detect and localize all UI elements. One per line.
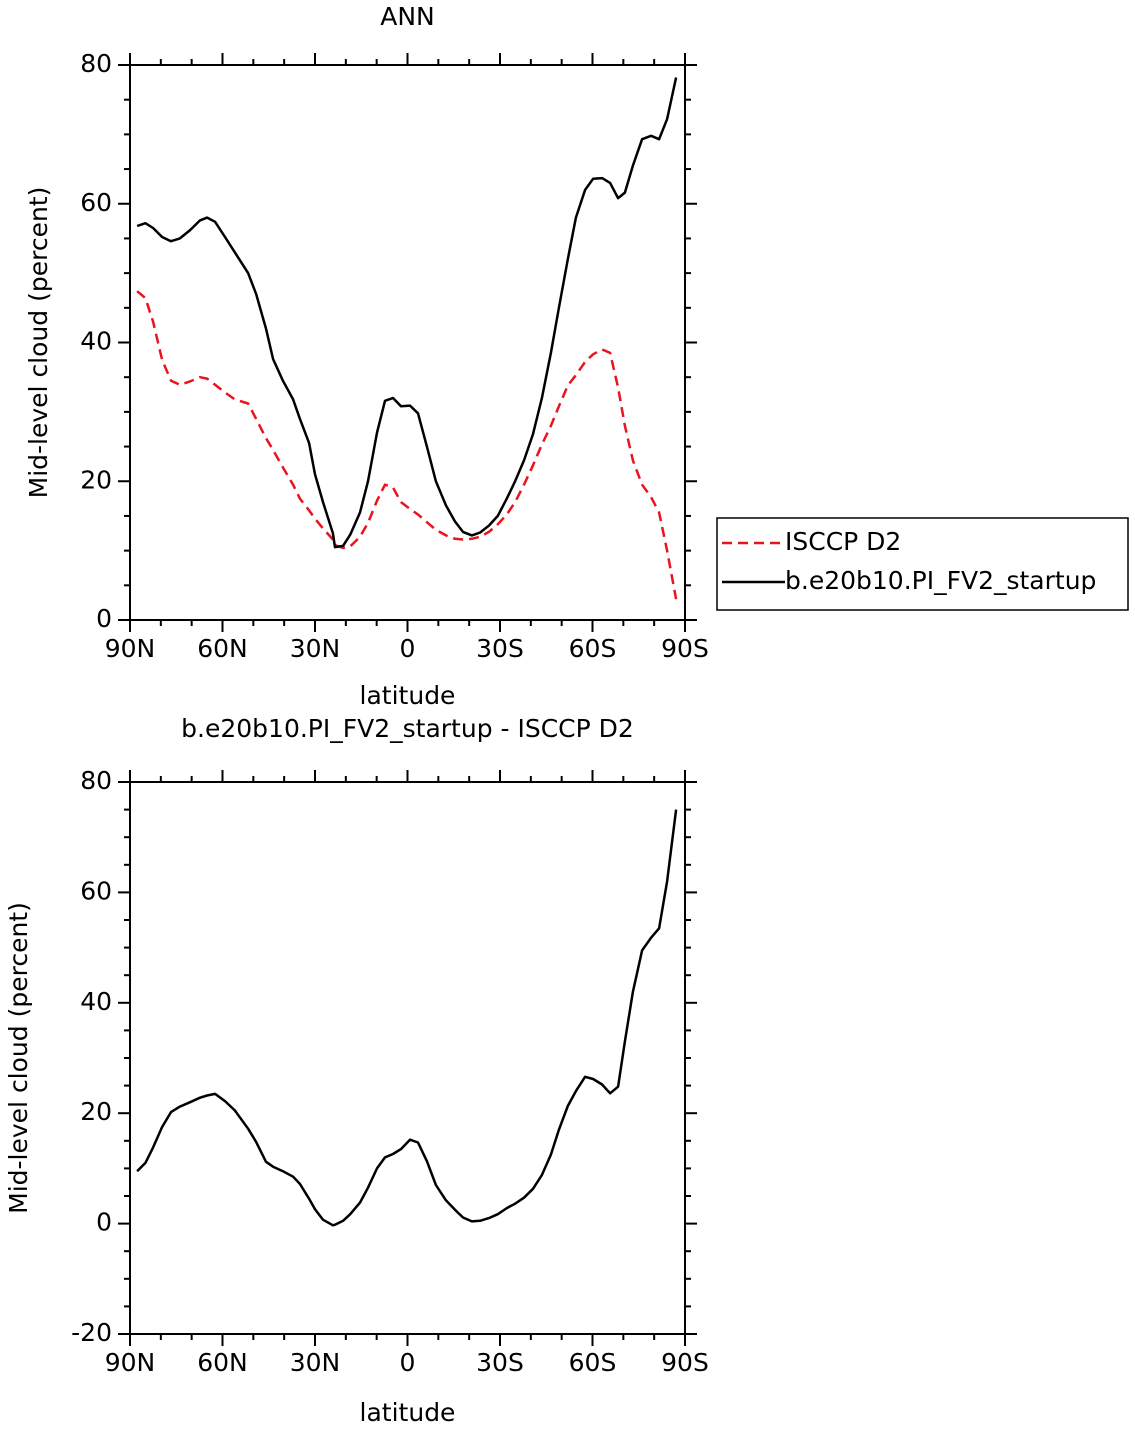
series-line — [136, 809, 678, 1227]
x-axis-label: latitude — [360, 1398, 456, 1427]
x-tick-label: 60S — [569, 1348, 617, 1377]
x-tick-label: 60N — [197, 634, 248, 663]
x-tick-label: 30N — [290, 634, 341, 663]
y-tick-label: 20 — [80, 465, 112, 494]
y-tick-label: 80 — [80, 766, 112, 795]
x-axis-label: latitude — [360, 681, 456, 710]
legend-box — [716, 517, 1129, 611]
x-tick-label: 90S — [661, 1348, 709, 1377]
y-tick-label: 80 — [80, 49, 112, 78]
x-tick-label: 30S — [476, 1348, 524, 1377]
plot-frame — [129, 781, 686, 1335]
x-tick-label: 90N — [105, 634, 156, 663]
y-tick-label: 40 — [80, 327, 112, 356]
y-tick-label: 40 — [80, 987, 112, 1016]
y-tick-label: 20 — [80, 1097, 112, 1126]
x-tick-label: 0 — [400, 1348, 416, 1377]
x-tick-label: 90N — [105, 1348, 156, 1377]
y-tick-label: 0 — [96, 604, 112, 633]
y-tick-label: 60 — [80, 188, 112, 217]
y-tick-label: -20 — [71, 1318, 112, 1347]
x-tick-label: 0 — [400, 634, 416, 663]
x-tick-label: 30N — [290, 1348, 341, 1377]
x-tick-label: 60N — [197, 1348, 248, 1377]
plot-frame — [129, 64, 686, 621]
y-axis-label: Mid-level cloud (percent) — [4, 902, 33, 1214]
y-axis-label: Mid-level cloud (percent) — [24, 187, 53, 499]
series-line — [136, 77, 678, 549]
y-tick-label: 60 — [80, 876, 112, 905]
legend-label: ISCCP D2 — [785, 527, 901, 556]
x-tick-label: 30S — [476, 634, 524, 663]
chart-title: ANN — [380, 2, 435, 31]
chart-title: b.e20b10.PI_FV2_startup - ISCCP D2 — [181, 714, 634, 743]
x-tick-label: 90S — [661, 634, 709, 663]
y-tick-label: 0 — [96, 1208, 112, 1237]
legend-label: b.e20b10.PI_FV2_startup — [785, 566, 1096, 595]
x-tick-label: 60S — [569, 634, 617, 663]
series-line — [136, 290, 678, 600]
